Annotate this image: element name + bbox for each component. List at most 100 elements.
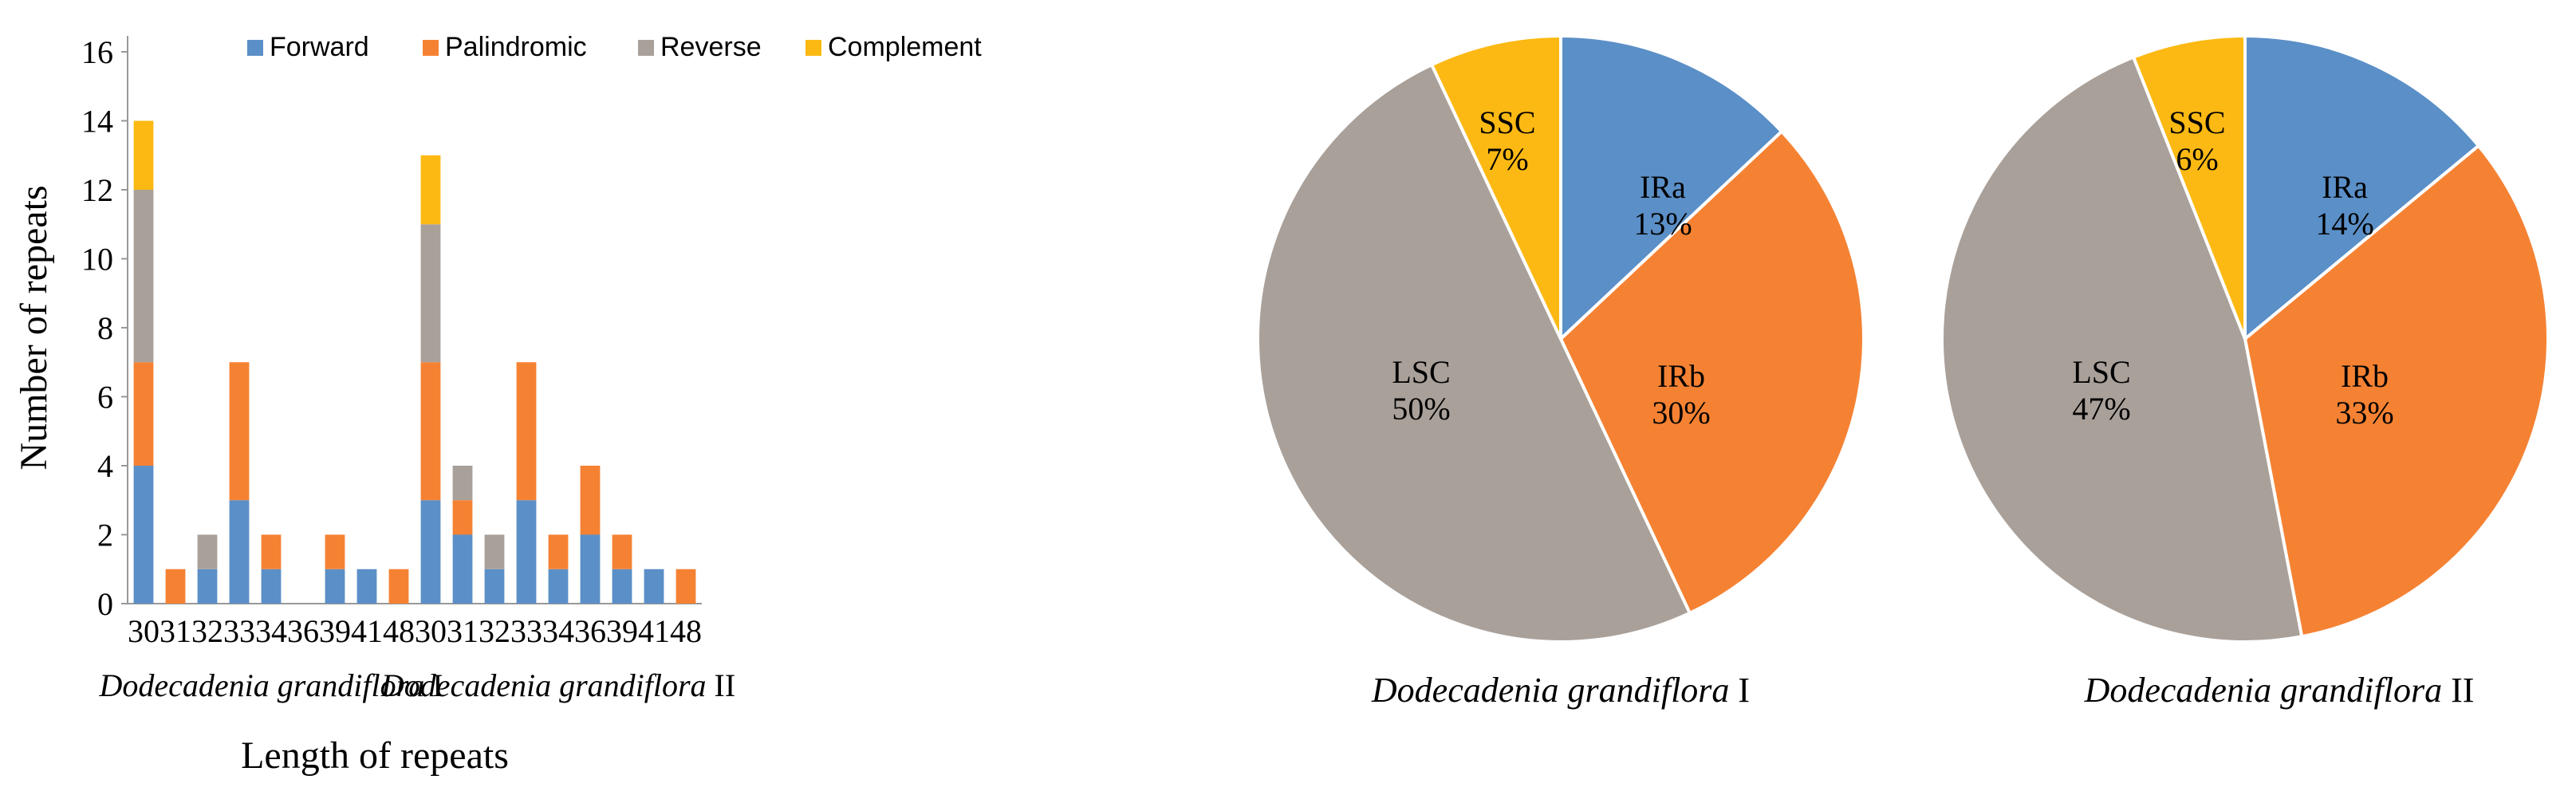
pie-slice-label: LSC [2072, 354, 2130, 390]
x-axis-label: Length of repeats [241, 734, 509, 777]
group-label-suffix: I [432, 667, 443, 703]
bar-segment-forward [261, 569, 282, 604]
bar-segment-forward [133, 466, 154, 604]
y-tick-label: 10 [81, 242, 113, 277]
y-tick-label: 8 [97, 310, 113, 346]
pie-slice-lsc [1940, 55, 2304, 644]
bar-segment-forward [644, 569, 664, 604]
legend-label-complement: Complement [828, 32, 982, 62]
bar-segment-forward [516, 500, 537, 604]
y-tick-label: 12 [81, 172, 113, 208]
x-tick-label: 33 [223, 613, 255, 649]
pie-slice-label: SSC [2168, 104, 2225, 140]
pie-title-space [2442, 671, 2451, 710]
bar-segment-palindromic [580, 466, 601, 535]
bar-segment-palindromic [133, 362, 154, 466]
bar-segment-palindromic [516, 362, 537, 501]
group-label: Dodecadenia grandiflora II [380, 667, 735, 703]
x-tick-label: 32 [479, 613, 510, 649]
legend-swatch-forward [247, 40, 263, 56]
bar-segment-forward [197, 569, 218, 604]
bar-segment-palindromic [388, 569, 409, 604]
pie-slice-ssc [2131, 33, 2247, 340]
group-label-species: Dodecadenia grandiflora [98, 667, 424, 703]
group-label-suffix: II [715, 667, 736, 703]
pie-title: Dodecadenia grandiflora I [1371, 671, 1750, 710]
pie-slice-percent: 6% [2176, 141, 2218, 177]
bar-segment-palindromic [452, 500, 473, 535]
legend-label-forward: Forward [270, 32, 369, 62]
x-tick-label: 36 [287, 613, 319, 649]
legend-label-palindromic: Palindromic [445, 32, 587, 62]
bar-segment-forward [548, 569, 569, 604]
x-tick-label: 48 [670, 613, 702, 649]
bar-segment-reverse [420, 224, 441, 363]
legend-swatch-reverse [638, 40, 654, 56]
bar-segment-forward [612, 569, 632, 604]
pie-slice-label: IRa [1640, 169, 1686, 205]
pie-slice-percent: 50% [1392, 391, 1450, 427]
pie-slice-irb [2243, 143, 2550, 639]
x-tick-label: 31 [447, 613, 479, 649]
pie-slice-percent: 13% [1633, 206, 1692, 242]
x-tick-label: 31 [160, 613, 191, 649]
x-tick-label: 32 [191, 613, 223, 649]
x-tick-label: 30 [128, 613, 160, 649]
bar-segment-complement [133, 120, 154, 190]
bar-segment-palindromic [229, 362, 250, 501]
bar-segment-forward [356, 569, 377, 604]
bar-segment-reverse [484, 534, 505, 569]
pie-slice-ira [2243, 33, 2481, 343]
x-tick-label: 33 [510, 613, 542, 649]
pie-slice-label: IRb [2341, 358, 2389, 394]
pie-slice-label: IRa [2322, 169, 2368, 205]
pie-slice-percent: 7% [1486, 141, 1528, 177]
pie-slice-percent: 30% [1652, 395, 1710, 431]
x-tick-label: 39 [319, 613, 351, 649]
pie-slice-ssc [1429, 33, 1562, 340]
pie-title-suffix: I [1738, 671, 1750, 710]
bar-segment-palindromic [612, 534, 632, 569]
bar-segment-palindromic [261, 534, 282, 569]
bar-segment-palindromic [548, 534, 569, 569]
x-tick-label: 36 [574, 613, 606, 649]
bar-segment-forward [580, 534, 601, 604]
group-label-species: Dodecadenia grandiflora [380, 667, 707, 703]
bar-segment-forward [325, 569, 345, 604]
pie-slice-percent: 47% [2072, 391, 2130, 427]
bar-segment-reverse [133, 190, 154, 363]
legend-swatch-palindromic [423, 40, 439, 56]
bar-segment-palindromic [165, 569, 186, 604]
pie-title-suffix: II [2451, 671, 2474, 710]
pie-title: Dodecadenia grandiflora II [2084, 671, 2475, 710]
pie-slice-irb [1558, 129, 1866, 616]
bar-segment-reverse [452, 466, 473, 501]
x-tick-label: 41 [638, 613, 670, 649]
y-tick-label: 14 [81, 104, 113, 140]
y-tick-label: 4 [97, 448, 113, 484]
x-tick-label: 30 [415, 613, 447, 649]
y-tick-label: 16 [81, 34, 113, 70]
legend-label-reverse: Reverse [660, 32, 762, 62]
group-label-space [707, 667, 715, 703]
pie-title-species: Dodecadenia grandiflora [2084, 671, 2443, 710]
pie-slice-label: SSC [1479, 104, 1535, 140]
group-label: Dodecadenia grandiflora I [98, 667, 443, 703]
pie-slice-label: IRb [1657, 358, 1705, 394]
x-tick-label: 34 [255, 613, 287, 649]
pie-slice-percent: 14% [2315, 206, 2373, 242]
pie-title-species: Dodecadenia grandiflora [1371, 671, 1730, 710]
pie-slice-ira [1559, 33, 1784, 343]
pie-slice-percent: 33% [2335, 395, 2393, 431]
bar-segment-forward [452, 534, 473, 604]
x-tick-label: 48 [383, 613, 415, 649]
x-tick-label: 34 [542, 613, 574, 649]
pie-slice-label: LSC [1392, 354, 1450, 390]
bar-segment-forward [229, 500, 250, 604]
pie-slice-lsc [1256, 62, 1692, 644]
